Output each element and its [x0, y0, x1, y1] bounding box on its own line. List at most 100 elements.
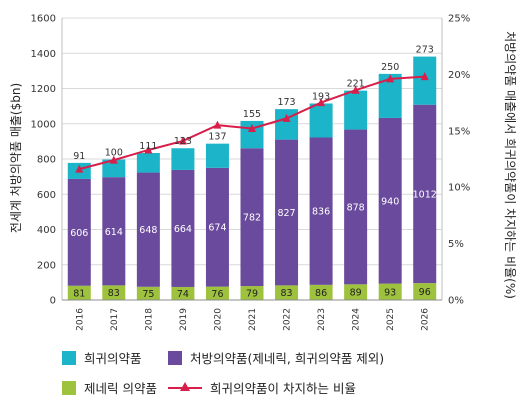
x-tick-label: 2018: [144, 308, 154, 331]
bar-prescription: [136, 172, 160, 287]
bar-value-label: 836: [312, 207, 330, 218]
bar-value-label: 79: [246, 289, 258, 300]
bar-value-label: 100: [105, 148, 123, 159]
y2-tick-label: 20%: [448, 70, 470, 81]
bar-rare: [102, 159, 126, 178]
share-point: [386, 74, 395, 83]
y-tick-label: 0: [50, 296, 56, 307]
bar-generic: [413, 283, 437, 300]
share-point: [420, 72, 429, 81]
y-tick-label: 200: [37, 260, 56, 271]
share-point: [351, 85, 360, 94]
bars: [67, 56, 437, 300]
bar-prescription: [344, 129, 368, 285]
y-tick-label: 1600: [31, 14, 56, 25]
x-tick-label: 2016: [75, 308, 85, 331]
x-tick-label: 2021: [248, 308, 258, 331]
bar-value-label: 86: [315, 288, 327, 299]
y2-axis-title: 처방의약품 매출에서 희귀의약품이 차지하는 비율(%): [503, 31, 518, 299]
bar-value-label: 123: [174, 136, 192, 147]
bar-value-label: 75: [142, 289, 154, 300]
bar-generic: [240, 286, 264, 300]
bar-prescription: [102, 177, 126, 286]
bar-value-label: 250: [381, 62, 399, 73]
bar-value-label: 93: [384, 287, 396, 298]
axes: 0 200 400 600 800 1000 1200 1400 1600 0% 5% 10% 15% 2…: [31, 14, 471, 331]
bar-prescription: [240, 148, 264, 287]
x-tick-label: 2026: [421, 308, 431, 331]
bar-prescription: [378, 117, 402, 284]
y-tick-label: 800: [37, 155, 56, 166]
y-tick-label: 1400: [31, 49, 56, 60]
bar-generic: [67, 285, 91, 300]
y2-tick-label: 0%: [448, 296, 464, 307]
bar-prescription: [413, 104, 437, 284]
bar-value-label: 193: [312, 91, 330, 102]
bar-value-label: 83: [108, 288, 120, 299]
bar-value-label: 674: [208, 223, 226, 234]
bar-value-label: 81: [73, 288, 85, 299]
bar-generic: [171, 286, 195, 300]
bar-generic: [136, 286, 160, 300]
bar-value-label: 111: [139, 141, 157, 152]
bar-value-label: 827: [277, 208, 295, 219]
bar-value-label: 221: [347, 79, 365, 90]
bar-value-label: 664: [174, 224, 192, 235]
bar-value-label: 648: [139, 225, 157, 236]
bar-value-label: 782: [243, 213, 261, 224]
bar-generic: [309, 284, 333, 300]
bar-rare: [378, 73, 402, 118]
bar-prescription: [309, 137, 333, 285]
bar-value-label: 606: [70, 228, 88, 239]
bar-rare: [136, 153, 160, 173]
y-tick-label: 1200: [31, 84, 56, 95]
share-point: [178, 136, 187, 145]
bar-value-label: 89: [350, 288, 362, 299]
bar-value-label: 76: [211, 289, 223, 300]
x-tick-label: 2020: [213, 308, 223, 331]
y2-tick-label: 25%: [448, 14, 470, 25]
y-tick-label: 600: [37, 190, 56, 201]
x-tick-label: 2019: [179, 308, 189, 331]
x-tick-label: 2024: [352, 308, 362, 331]
share-point: [282, 113, 291, 122]
share-point: [75, 164, 84, 173]
bar-value-label: 155: [243, 109, 261, 120]
bar-value-label: 273: [416, 45, 434, 56]
bar-prescription: [67, 178, 91, 286]
bar-value-label: 1012: [413, 189, 437, 200]
bar-value-label: 91: [73, 151, 85, 162]
labels: 81 606 91 83 614 100 75 648 111 74 664 123 76 674 137 7…: [70, 45, 437, 300]
share-line: [75, 72, 429, 173]
bar-value-label: 74: [177, 289, 189, 300]
bar-prescription: [275, 139, 299, 286]
x-tick-label: 2025: [386, 308, 396, 331]
bar-generic: [102, 285, 126, 300]
bar-value-label: 614: [105, 227, 123, 238]
bar-value-label: 878: [347, 202, 365, 213]
bar-rare: [344, 90, 368, 130]
y2-tick-label: 10%: [448, 183, 470, 194]
share-point: [109, 155, 118, 164]
y-axis-title: 전세계 처방의약품 매출($bn): [8, 83, 23, 233]
bar-generic: [275, 285, 299, 300]
share-point: [144, 145, 153, 154]
bar-prescription: [205, 167, 229, 287]
x-tick-label: 2017: [110, 308, 120, 331]
bar-generic: [378, 283, 402, 300]
bar-prescription: [171, 169, 195, 287]
bar-generic: [205, 286, 229, 300]
bar-rare: [413, 56, 437, 105]
y2-tick-label: 5%: [448, 239, 464, 250]
bar-value-label: 137: [208, 132, 226, 143]
bar-rare: [171, 148, 195, 170]
bar-generic: [344, 284, 368, 300]
bar-value-label: 173: [277, 97, 295, 108]
x-tick-label: 2022: [283, 308, 293, 331]
bar-rare: [205, 143, 229, 168]
share-point: [248, 124, 256, 133]
bar-value-label: 940: [381, 196, 399, 207]
bar-rare: [309, 103, 333, 138]
y2-tick-label: 15%: [448, 126, 470, 137]
